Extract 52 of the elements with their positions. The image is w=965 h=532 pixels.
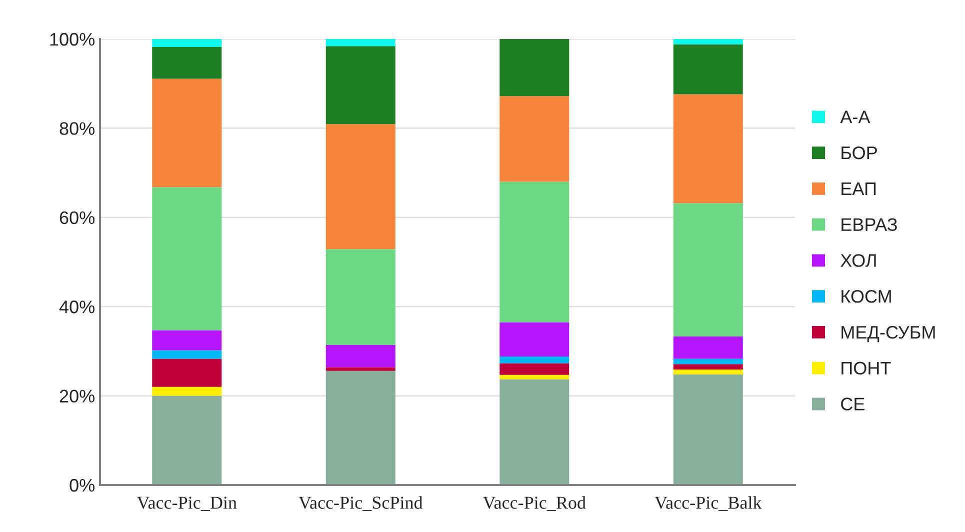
bar — [326, 344, 396, 368]
legend-label: ПОНТ — [842, 362, 891, 375]
y-tick-label: 80% — [60, 122, 94, 135]
bar — [500, 356, 570, 364]
legend-label: КОСМ — [842, 290, 891, 303]
bar — [500, 322, 570, 357]
x-tick-label: Vacc-Pic_Balk — [654, 496, 762, 511]
y-tick-label: 0% — [70, 478, 94, 492]
y-tick-label: 20% — [60, 390, 94, 403]
bar — [673, 336, 743, 359]
bar — [500, 96, 570, 182]
bar — [326, 124, 396, 250]
bar — [673, 39, 743, 44]
bar — [326, 249, 396, 345]
bar — [500, 39, 570, 96]
y-tick-label: 100% — [50, 32, 94, 46]
bar — [673, 364, 743, 370]
bar — [152, 187, 222, 330]
bar — [152, 358, 222, 387]
bar — [152, 47, 222, 79]
bar — [152, 78, 222, 188]
bar — [326, 370, 396, 485]
bar — [673, 374, 743, 485]
x-tick-label: Vacc-Pic_Din — [136, 496, 237, 511]
bar — [326, 46, 396, 124]
legend-label: ЕАП — [842, 182, 876, 195]
y-tick-label: 40% — [59, 300, 94, 314]
bar — [152, 396, 222, 485]
legend-label: А-А — [840, 110, 870, 124]
bar — [673, 358, 743, 364]
bar — [673, 203, 743, 336]
bar — [673, 94, 743, 204]
legend-label: БОР — [842, 146, 877, 160]
bar — [152, 386, 222, 396]
legend-label: СЕ — [841, 398, 864, 410]
bar — [673, 369, 743, 374]
bar — [673, 44, 743, 94]
x-tick-label: Vacc-Pic_ScPind — [298, 496, 423, 511]
bar — [152, 350, 222, 359]
bar — [500, 379, 570, 485]
legend-label: ХОЛ — [840, 254, 876, 267]
bar — [326, 39, 396, 46]
bar — [500, 363, 570, 375]
bar — [152, 39, 222, 48]
legend-label: ЕВРАЗ — [842, 218, 897, 232]
bar — [500, 374, 570, 380]
bar — [152, 330, 222, 350]
y-tick-label: 60% — [60, 211, 94, 224]
bar — [326, 367, 396, 371]
bar — [500, 182, 570, 322]
x-tick-label: Vacc-Pic_Rod — [482, 496, 586, 511]
legend-label: МЕД-СУБМ — [842, 326, 935, 342]
